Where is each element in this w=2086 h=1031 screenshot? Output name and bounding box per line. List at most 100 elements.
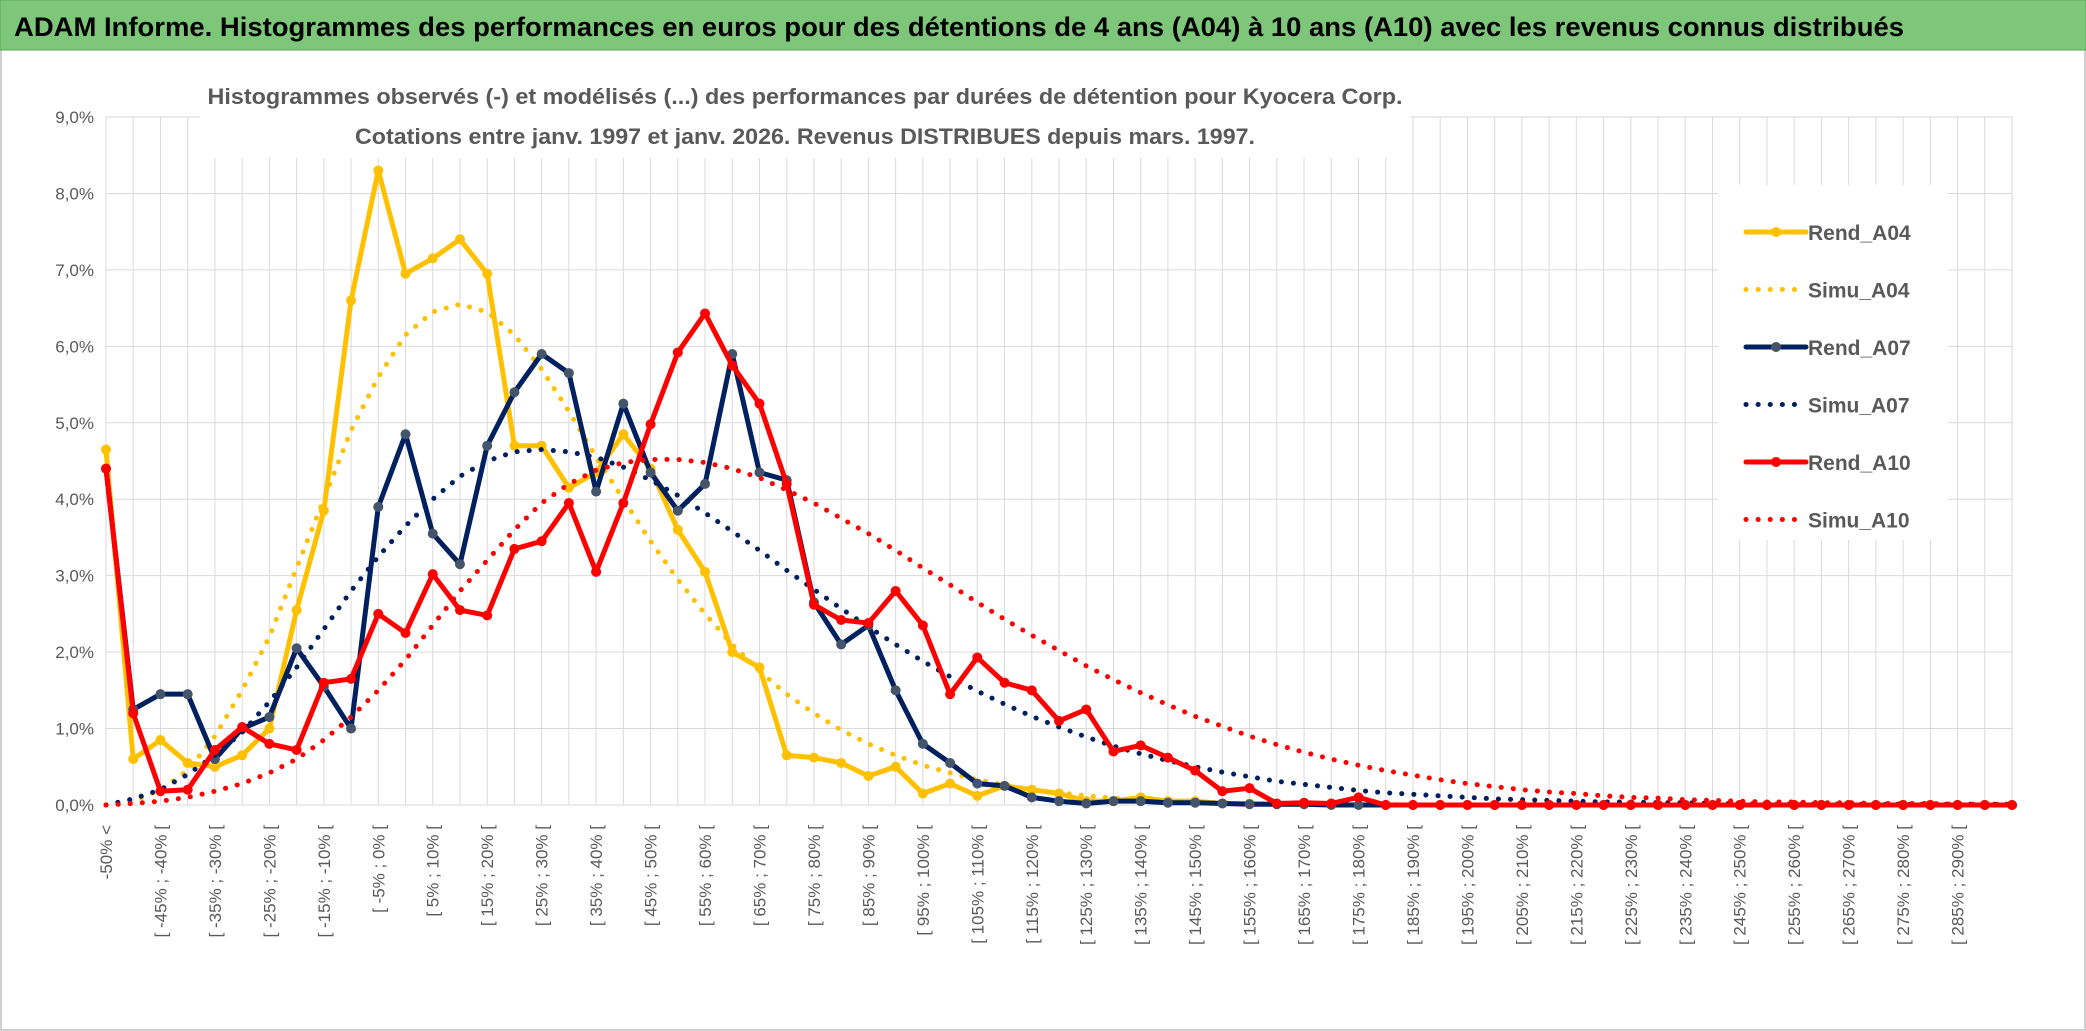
y-tick-label: 3,0% (55, 567, 94, 586)
series-marker (400, 268, 411, 279)
series-marker (237, 722, 248, 733)
legend-label: Rend_A10 (1808, 452, 1911, 475)
series-marker (1026, 685, 1037, 696)
series-marker (454, 234, 465, 245)
y-tick-label: 7,0% (55, 261, 94, 280)
series-marker (264, 738, 275, 749)
series-marker (836, 757, 847, 768)
series-marker (945, 778, 956, 789)
x-tick-label: [ 265% ; 270% [ (1840, 825, 1859, 945)
x-tick-label: [ 175% ; 180% [ (1350, 825, 1369, 945)
series-marker (264, 723, 275, 734)
x-tick-label: [ 215% ; 220% [ (1567, 825, 1586, 945)
series-marker (1162, 752, 1173, 763)
series-marker (373, 165, 384, 176)
series-marker (509, 543, 520, 554)
y-tick-label: 0,0% (55, 796, 94, 815)
x-tick-label: [ 25% ; 30% [ (533, 825, 552, 926)
series-marker (128, 754, 139, 765)
series-marker (482, 440, 493, 451)
series-marker (1271, 798, 1282, 809)
series-marker (1353, 800, 1364, 810)
series-marker (563, 368, 574, 379)
series-marker (1026, 792, 1037, 803)
series-marker (209, 744, 220, 755)
x-tick-label: [ 85% ; 90% [ (859, 825, 878, 926)
series-marker (1516, 800, 1527, 810)
series-marker (1190, 797, 1201, 808)
series-marker (999, 780, 1010, 791)
series-marker (917, 788, 928, 799)
series-marker (618, 498, 629, 509)
legend-label: Rend_A07 (1808, 337, 1911, 360)
x-tick-label: [ 235% ; 240% [ (1676, 825, 1695, 945)
series-marker (591, 486, 602, 497)
series-marker (1571, 800, 1582, 810)
x-tick-label: [ 35% ; 40% [ (587, 825, 606, 926)
legend-label: Simu_A07 (1808, 395, 1910, 418)
x-tick-label: [ 105% ; 110% [ (968, 825, 987, 944)
series-marker (672, 505, 683, 516)
chart-title: ADAM Informe. Histogrammes des performan… (14, 12, 1904, 42)
series-marker (155, 735, 166, 746)
x-tick-label: [ 135% ; 140% [ (1132, 825, 1151, 945)
series-marker (427, 569, 438, 580)
series-marker (972, 790, 983, 801)
x-tick-label: [ 195% ; 200% [ (1458, 825, 1477, 945)
legend-marker (1771, 342, 1781, 352)
series-marker (346, 295, 357, 306)
series-marker (1135, 796, 1146, 807)
x-tick-label: [ -5% ; 0% [ (369, 825, 388, 913)
x-tick-label: [ 15% ; 20% [ (478, 825, 497, 926)
series-marker (863, 618, 874, 629)
x-tick-label: [ 205% ; 210% [ (1513, 825, 1532, 945)
legend-label: Rend_A04 (1808, 222, 1911, 245)
series-marker (1217, 786, 1228, 797)
series-marker (1407, 800, 1418, 810)
series-marker (1135, 740, 1146, 751)
series-marker (509, 387, 520, 398)
x-tick-label: [ 155% ; 160% [ (1241, 825, 1260, 945)
series-marker (999, 677, 1010, 688)
series-marker (346, 723, 357, 734)
plot-area (101, 116, 2017, 810)
series-marker (972, 652, 983, 663)
series-marker (373, 608, 384, 619)
series-marker (1108, 746, 1119, 757)
legend-background (1718, 185, 1948, 540)
y-tick-label: 6,0% (55, 337, 94, 356)
series-marker (1625, 800, 1636, 810)
series-marker (101, 463, 111, 474)
series-marker (1108, 796, 1119, 807)
series-marker (1680, 800, 1691, 810)
series-marker (836, 615, 847, 626)
x-tick-label: [ 45% ; 50% [ (642, 825, 661, 926)
series-marker (1925, 800, 1936, 810)
title-banner (0, 0, 2086, 51)
subtitle: Cotations entre janv. 1997 et janv. 2026… (355, 124, 1255, 149)
x-tick-label: [ 75% ; 80% [ (805, 825, 824, 926)
series-marker (373, 501, 384, 512)
x-tick-label: -50% < (97, 825, 116, 879)
series-marker (128, 708, 139, 719)
series-marker (346, 673, 357, 684)
series-marker (509, 440, 520, 451)
series-marker (754, 662, 765, 673)
series-marker (1244, 783, 1255, 794)
series-marker (672, 347, 683, 358)
series-marker (400, 429, 411, 440)
x-tick-label: [ -15% ; -10% [ (315, 825, 334, 938)
subtitle: Histogrammes observés (-) et modélisés (… (208, 84, 1403, 109)
series-marker (781, 750, 792, 761)
series-marker (808, 752, 819, 763)
series-marker (863, 770, 874, 781)
series-marker (645, 419, 656, 430)
x-tick-label: [ 285% ; 290% [ (1949, 825, 1968, 945)
legend-label: Simu_A04 (1808, 280, 1910, 303)
y-tick-label: 2,0% (55, 643, 94, 662)
x-tick-label: [ 245% ; 250% [ (1731, 825, 1750, 945)
x-tick-label: [ 165% ; 170% [ (1295, 825, 1314, 945)
series-marker (209, 761, 220, 772)
series-marker (1244, 799, 1255, 810)
series-marker (237, 750, 248, 761)
